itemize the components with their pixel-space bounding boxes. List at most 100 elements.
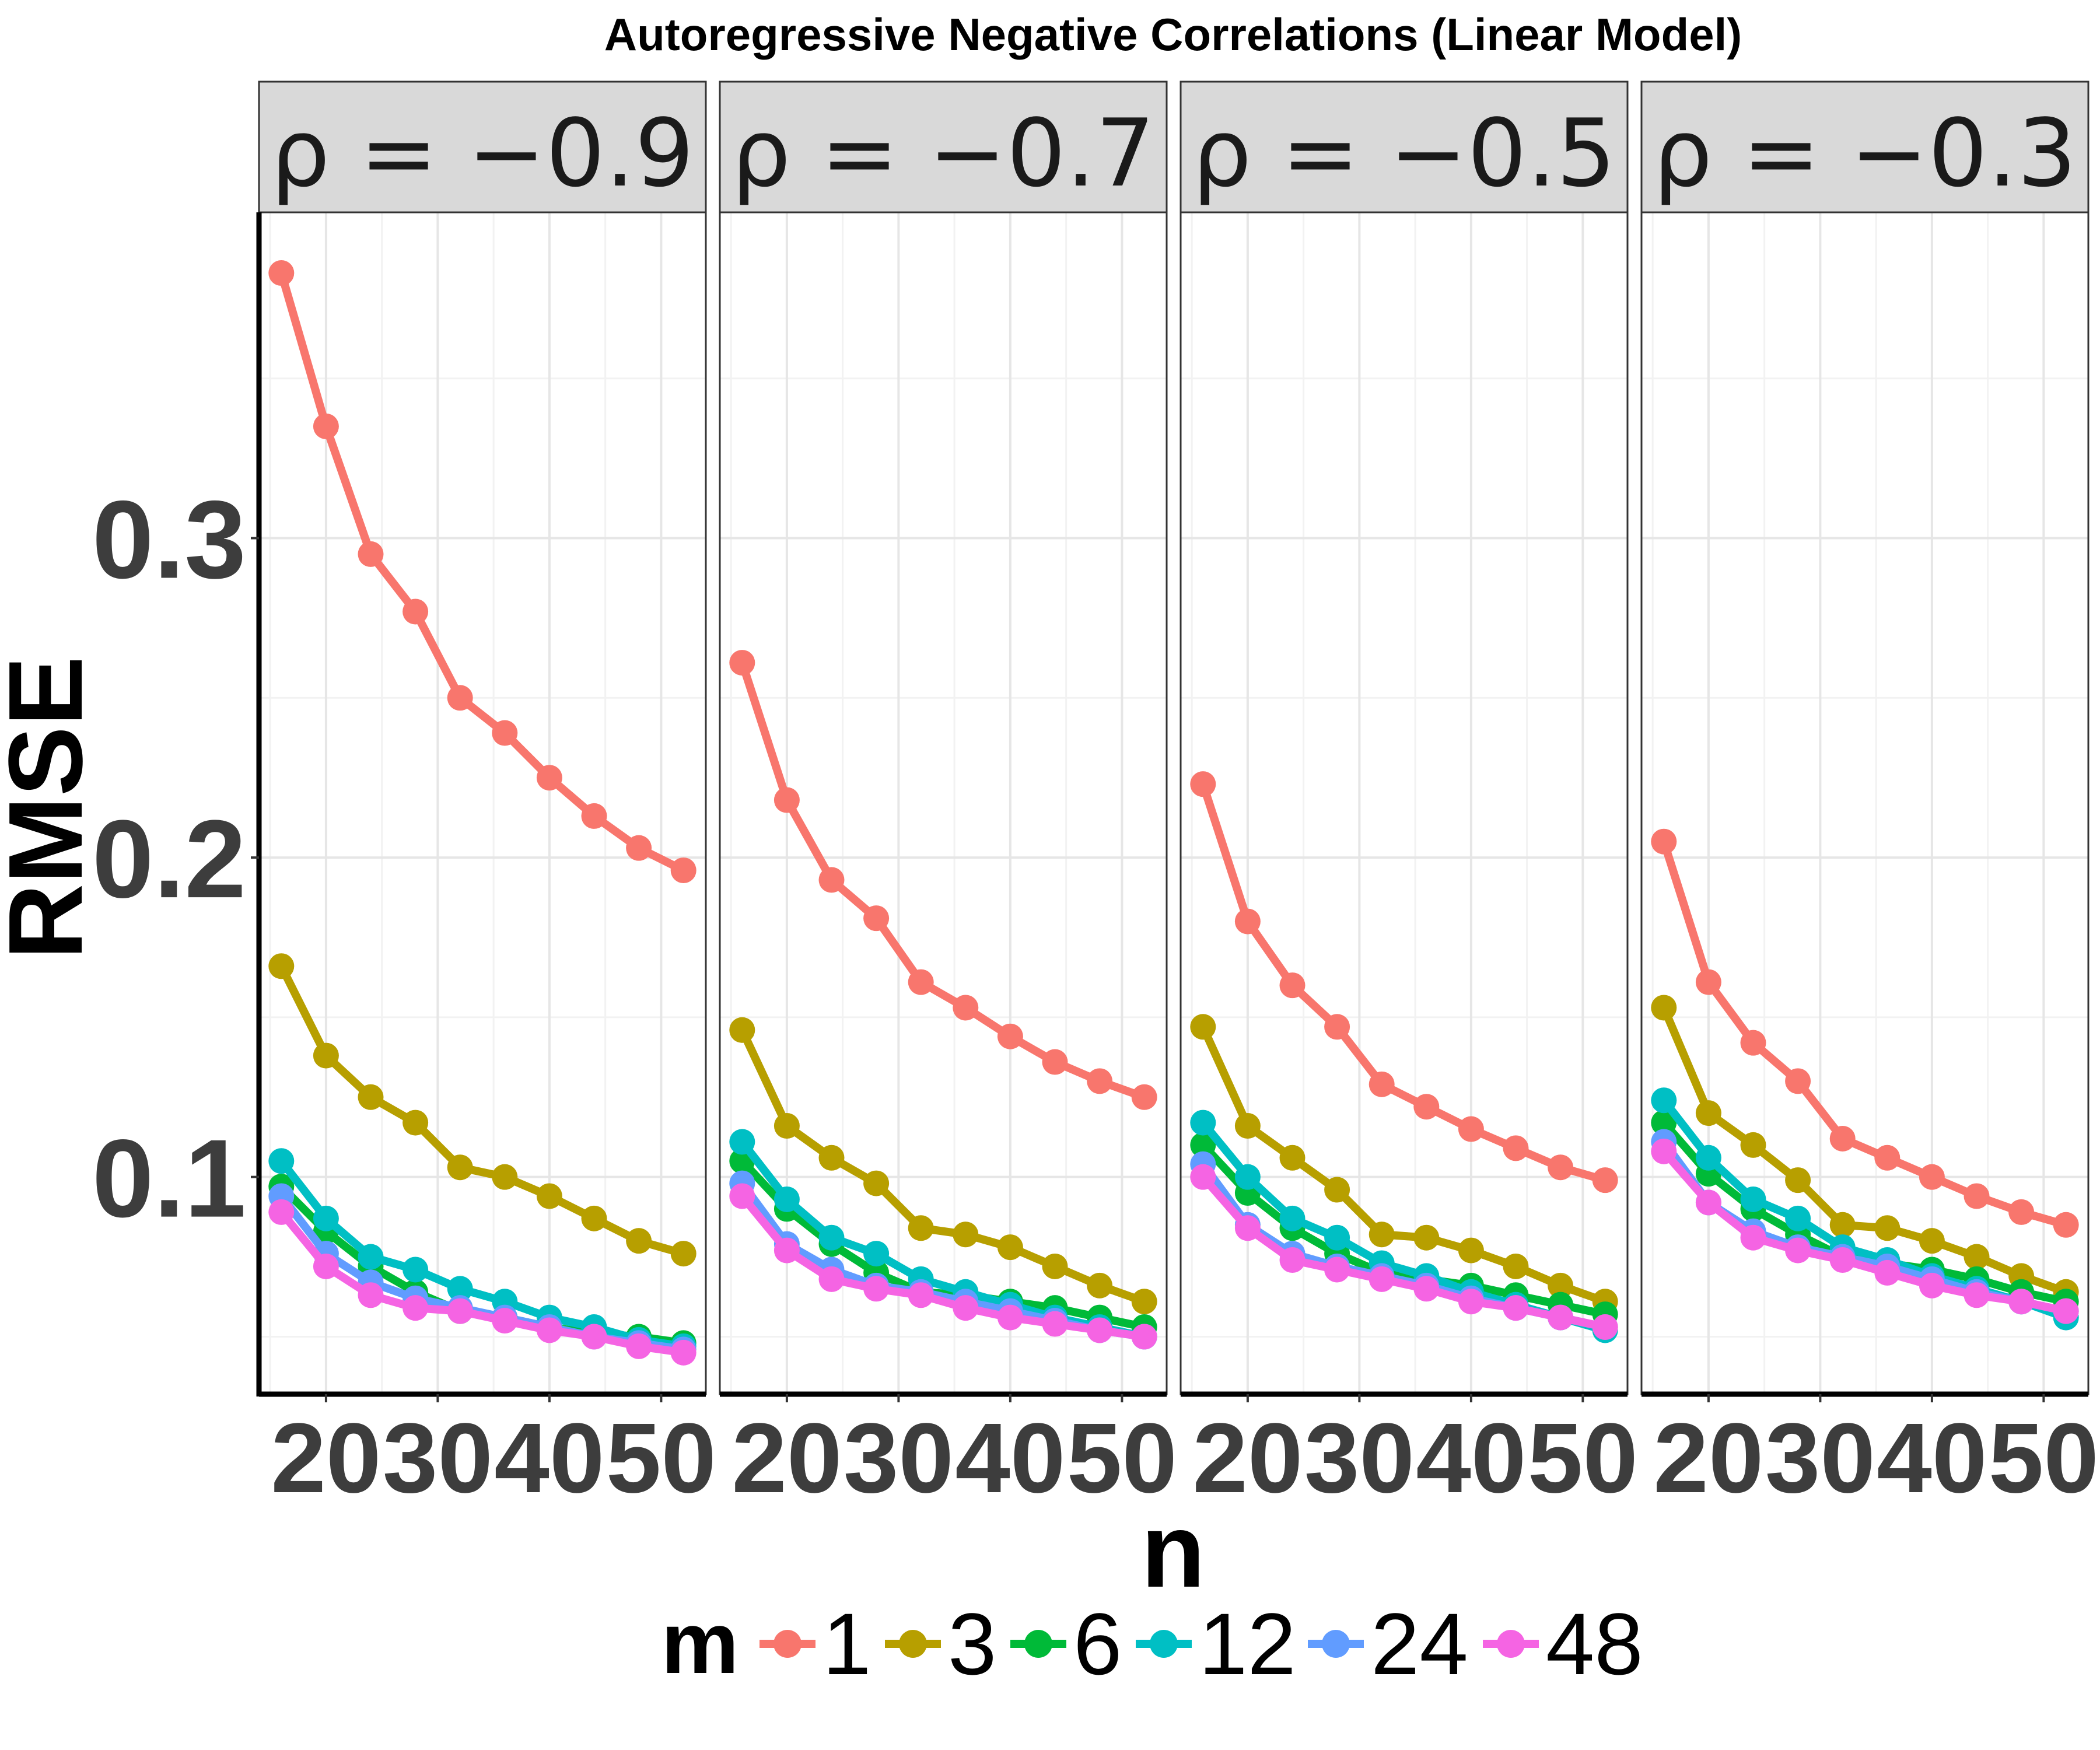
data-point: [1503, 1135, 1529, 1161]
data-point: [1368, 1222, 1395, 1248]
facet-strip: [1640, 80, 2090, 214]
data-point: [953, 1222, 979, 1248]
series-line-3: [738, 1026, 1149, 1306]
facet-panel-0: ρ = −0.9 20 30 40 50: [258, 80, 716, 1514]
legend-key-point: [1024, 1630, 1052, 1658]
data-point: [536, 1183, 562, 1209]
facet-strip-label: ρ = −0.7: [732, 99, 1155, 208]
data-point: [447, 1276, 473, 1302]
data-point: [818, 867, 845, 893]
data-point: [953, 995, 979, 1021]
data-point: [1829, 1212, 1856, 1238]
data-point: [1695, 969, 1721, 995]
data-point: [1651, 1110, 1677, 1136]
data-point: [818, 1144, 845, 1171]
legend: m 1 3 6 12 24 48: [661, 1594, 1643, 1693]
data-point: [863, 1241, 890, 1267]
series-line-12: [277, 1157, 688, 1350]
legend-label: 48: [1546, 1595, 1643, 1693]
x-axis-title: n: [1141, 1492, 1205, 1609]
legend-item-3: 3: [885, 1595, 996, 1693]
legend-title: m: [661, 1594, 738, 1692]
x-tick-label: 30: [383, 1403, 493, 1514]
data-point: [1919, 1164, 1945, 1190]
data-point: [1740, 1030, 1766, 1056]
x-tick-label: 30: [1765, 1403, 1875, 1514]
data-point: [818, 1266, 845, 1292]
data-point: [1695, 1189, 1721, 1216]
facet-panel-1: ρ = −0.7 20 30 40 50: [719, 80, 1177, 1514]
series-3: [1190, 1014, 1618, 1315]
legend-key-point: [1150, 1630, 1178, 1658]
data-point: [1785, 1068, 1811, 1094]
data-point: [1042, 1253, 1068, 1279]
data-point: [626, 1228, 652, 1254]
data-point: [1413, 1276, 1440, 1302]
series-48: [729, 1183, 1157, 1350]
data-point: [670, 1339, 696, 1366]
facet-strip: [1180, 80, 1629, 214]
series-line-48: [738, 1192, 1149, 1341]
series-48: [268, 1199, 696, 1366]
data-point: [358, 1084, 384, 1110]
data-point: [1829, 1247, 1856, 1273]
legend-key-point: [1322, 1630, 1350, 1658]
data-point: [1413, 1094, 1440, 1120]
series-line-1: [277, 269, 688, 874]
series-48: [1651, 1138, 2079, 1324]
data-point: [729, 1129, 755, 1155]
data-point: [1234, 1113, 1261, 1139]
data-point: [1087, 1272, 1113, 1298]
data-point: [402, 1110, 429, 1136]
data-point: [1190, 1110, 1216, 1136]
x-tick-label: 20: [271, 1403, 381, 1514]
y-tick-label: 0.3: [92, 478, 246, 602]
series-line-1: [1199, 780, 1609, 1185]
data-point: [1234, 1215, 1261, 1241]
y-axis: 0.1 0.2 0.3: [92, 212, 262, 1396]
legend-label: 3: [948, 1595, 996, 1693]
data-point: [268, 1199, 295, 1225]
legend-key-point: [899, 1630, 927, 1658]
data-point: [492, 1308, 518, 1334]
data-point: [670, 1241, 696, 1267]
data-point: [1874, 1259, 1901, 1286]
x-tick-label: 40: [955, 1403, 1065, 1514]
series-3: [268, 953, 696, 1267]
data-point: [1592, 1314, 1618, 1340]
data-point: [536, 1317, 562, 1343]
data-point: [1234, 1164, 1261, 1190]
data-point: [1785, 1205, 1811, 1231]
data-point: [402, 598, 429, 625]
data-point: [313, 413, 339, 439]
series-48: [1190, 1164, 1618, 1340]
data-point: [1785, 1167, 1811, 1194]
data-point: [2008, 1289, 2035, 1315]
data-point: [729, 1183, 755, 1209]
series-1: [1651, 828, 2079, 1238]
data-point: [1651, 995, 1677, 1021]
data-point: [1087, 1317, 1113, 1343]
data-point: [1964, 1282, 1990, 1308]
legend-item-6: 6: [1010, 1595, 1122, 1693]
data-point: [1503, 1295, 1529, 1321]
x-tick-label: 30: [1304, 1403, 1415, 1514]
series-line-48: [277, 1208, 688, 1357]
data-point: [1324, 1177, 1350, 1203]
data-point: [1279, 1247, 1306, 1273]
data-point: [1324, 1256, 1350, 1283]
legend-key-point: [774, 1630, 802, 1658]
x-tick-label: 30: [844, 1403, 954, 1514]
data-point: [402, 1295, 429, 1321]
data-point: [1087, 1068, 1113, 1094]
plot-area: [259, 212, 706, 1394]
data-point: [1368, 1071, 1395, 1097]
data-point: [1368, 1266, 1395, 1292]
x-tick-label: 20: [732, 1403, 842, 1514]
legend-item-1: 1: [760, 1595, 871, 1693]
data-point: [1042, 1311, 1068, 1337]
x-tick-label: 50: [1989, 1403, 2099, 1514]
grid-lines: [1181, 212, 1628, 1394]
data-point: [1874, 1215, 1901, 1241]
